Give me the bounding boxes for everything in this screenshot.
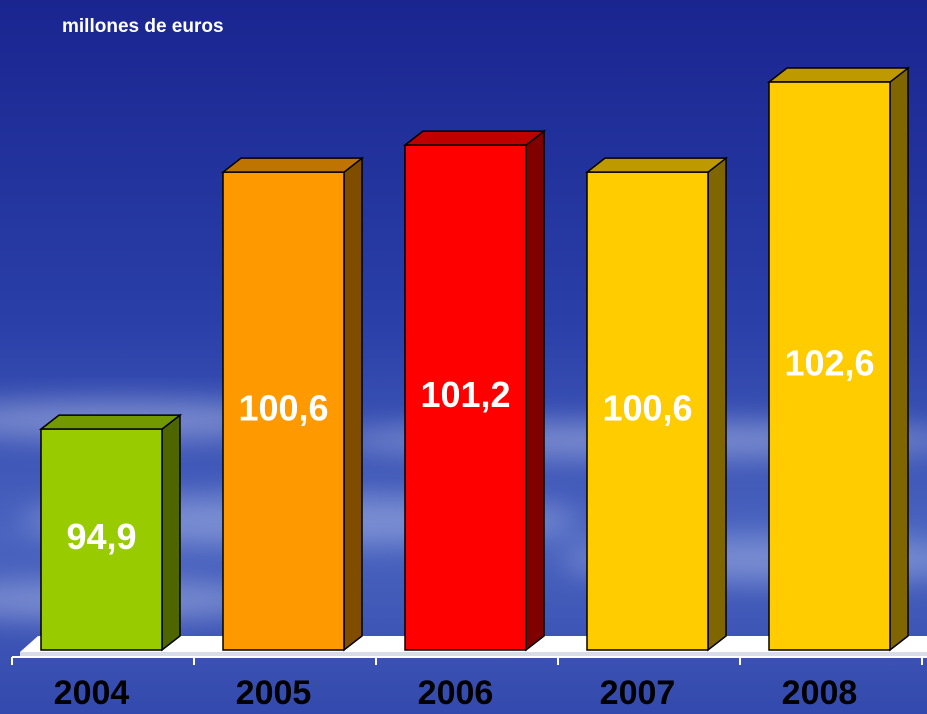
value-label: 100,6 <box>602 388 692 429</box>
bar-side <box>161 413 181 652</box>
bar-top <box>38 414 183 430</box>
value-label: 101,2 <box>420 374 510 415</box>
bar-side <box>343 156 363 652</box>
bar-side <box>525 129 545 652</box>
value-label: 100,6 <box>238 388 328 429</box>
x-tick-label: 2006 <box>418 674 494 712</box>
bar-top <box>584 157 729 173</box>
bar <box>222 171 345 651</box>
x-tick-label: 2005 <box>236 674 312 712</box>
bar <box>404 144 527 651</box>
bar-top <box>402 130 547 146</box>
bar-side <box>707 156 727 652</box>
bar-top <box>220 157 365 173</box>
floor-edge <box>20 652 927 657</box>
value-label: 102,6 <box>784 343 874 384</box>
bar-side <box>889 66 909 652</box>
x-tick-label: 2008 <box>782 674 858 712</box>
bar <box>586 171 709 651</box>
x-tick-label: 2004 <box>54 674 130 712</box>
bar <box>768 81 891 651</box>
bar-top <box>766 67 911 83</box>
value-label: 94,9 <box>66 516 136 557</box>
bar <box>40 428 163 651</box>
x-tick-label: 2007 <box>600 674 676 712</box>
chart-title: millones de euros <box>62 16 224 37</box>
